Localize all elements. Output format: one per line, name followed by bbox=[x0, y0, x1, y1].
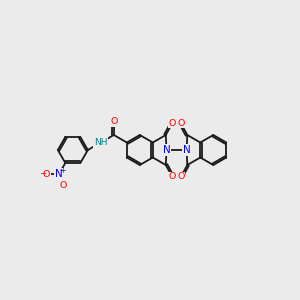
Text: O: O bbox=[169, 119, 176, 128]
Text: NH: NH bbox=[94, 138, 108, 147]
Text: +: + bbox=[59, 166, 66, 175]
Text: O: O bbox=[177, 119, 184, 128]
Text: −: − bbox=[40, 169, 46, 178]
Text: O: O bbox=[59, 181, 67, 190]
Text: N: N bbox=[183, 145, 190, 155]
Text: O: O bbox=[43, 169, 50, 178]
Text: O: O bbox=[169, 172, 176, 181]
Text: N: N bbox=[163, 145, 170, 155]
Text: O: O bbox=[110, 117, 118, 126]
Text: N: N bbox=[55, 169, 63, 179]
Text: O: O bbox=[177, 172, 184, 181]
